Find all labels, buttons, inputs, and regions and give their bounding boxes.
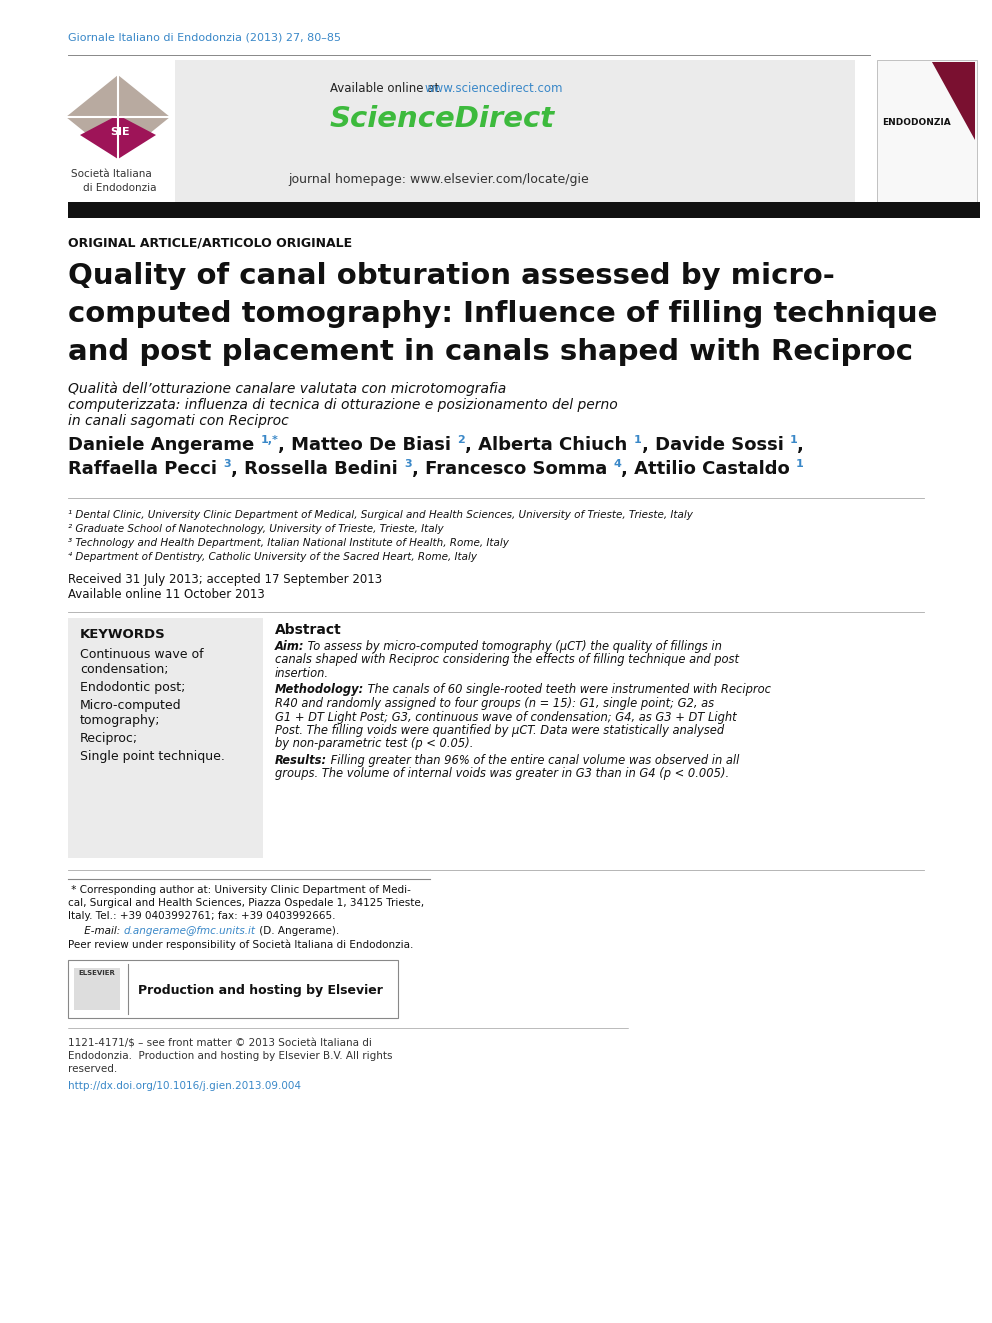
Text: Production and hosting by Elsevier: Production and hosting by Elsevier xyxy=(138,984,383,998)
Text: 4: 4 xyxy=(613,459,621,468)
Text: Abstract: Abstract xyxy=(275,623,342,636)
Text: KEYWORDS: KEYWORDS xyxy=(80,628,166,642)
Text: 1: 1 xyxy=(796,459,804,468)
Text: 3: 3 xyxy=(404,459,412,468)
Text: ⁴ Department of Dentistry, Catholic University of the Sacred Heart, Rome, Italy: ⁴ Department of Dentistry, Catholic Univ… xyxy=(68,552,477,562)
Text: 2: 2 xyxy=(457,435,465,445)
Text: ² Graduate School of Nanotechnology, University of Trieste, Trieste, Italy: ² Graduate School of Nanotechnology, Uni… xyxy=(68,524,443,534)
Text: ORIGINAL ARTICLE/ARTICOLO ORIGINALE: ORIGINAL ARTICLE/ARTICOLO ORIGINALE xyxy=(68,237,352,250)
FancyBboxPatch shape xyxy=(74,968,120,1009)
Text: reserved.: reserved. xyxy=(68,1064,117,1074)
Text: 3: 3 xyxy=(223,459,231,468)
Text: The canals of 60 single-rooted teeth were instrumented with Reciproc: The canals of 60 single-rooted teeth wer… xyxy=(364,684,771,696)
Text: G1 + DT Light Post; G3, continuous wave of condensation; G4, as G3 + DT Light: G1 + DT Light Post; G3, continuous wave … xyxy=(275,710,737,724)
Text: , Alberta Chiuch: , Alberta Chiuch xyxy=(465,437,634,454)
Text: , Attilio Castaldo: , Attilio Castaldo xyxy=(621,460,796,478)
Text: Methodology:: Methodology: xyxy=(275,684,364,696)
Text: cal, Surgical and Health Sciences, Piazza Ospedale 1, 34125 Trieste,: cal, Surgical and Health Sciences, Piazz… xyxy=(68,898,425,908)
Text: Qualità dell’otturazione canalare valutata con microtomografia: Qualità dell’otturazione canalare valuta… xyxy=(68,382,506,397)
Text: canals shaped with Reciproc considering the effects of filling technique and pos: canals shaped with Reciproc considering … xyxy=(275,654,739,667)
Text: di Endodonzia: di Endodonzia xyxy=(83,183,157,193)
Text: SIE: SIE xyxy=(110,127,130,138)
Text: Reciproc;: Reciproc; xyxy=(80,732,138,745)
Text: E-mail:: E-mail: xyxy=(68,926,123,935)
Polygon shape xyxy=(879,62,975,110)
Text: Micro-computed: Micro-computed xyxy=(80,699,182,712)
Text: tomography;: tomography; xyxy=(80,714,161,728)
Text: http://dx.doi.org/10.1016/j.gien.2013.09.004: http://dx.doi.org/10.1016/j.gien.2013.09… xyxy=(68,1081,301,1091)
Text: in canali sagomati con Reciproc: in canali sagomati con Reciproc xyxy=(68,414,289,429)
Text: Giornale Italiano di Endodonzia (2013) 27, 80–85: Giornale Italiano di Endodonzia (2013) 2… xyxy=(68,32,341,42)
Text: and post placement in canals shaped with Reciproc: and post placement in canals shaped with… xyxy=(68,337,913,366)
FancyBboxPatch shape xyxy=(68,960,398,1017)
Text: d.angerame@fmc.units.it: d.angerame@fmc.units.it xyxy=(123,926,256,935)
Text: R40 and randomly assigned to four groups (n = 15): G1, single point; G2, as: R40 and randomly assigned to four groups… xyxy=(275,697,714,710)
Text: Endodonzia.  Production and hosting by Elsevier B.V. All rights: Endodonzia. Production and hosting by El… xyxy=(68,1050,393,1061)
Text: , Rossella Bedini: , Rossella Bedini xyxy=(231,460,404,478)
Text: , Francesco Somma: , Francesco Somma xyxy=(412,460,613,478)
Text: Daniele Angerame: Daniele Angerame xyxy=(68,437,261,454)
Text: ELSEVIER: ELSEVIER xyxy=(78,970,115,976)
Text: condensation;: condensation; xyxy=(80,663,169,676)
FancyBboxPatch shape xyxy=(877,60,977,205)
FancyBboxPatch shape xyxy=(68,202,980,218)
FancyBboxPatch shape xyxy=(68,618,263,859)
Text: ScienceDirect: ScienceDirect xyxy=(330,105,556,134)
Text: (D. Angerame).: (D. Angerame). xyxy=(256,926,338,935)
Text: Peer review under responsibility of Società Italiana di Endodonzia.: Peer review under responsibility of Soci… xyxy=(68,941,414,950)
Text: , Matteo De Biasi: , Matteo De Biasi xyxy=(279,437,457,454)
FancyBboxPatch shape xyxy=(175,60,855,205)
Text: computerizzata: influenza di tecnica di otturazione e posizionamento del perno: computerizzata: influenza di tecnica di … xyxy=(68,398,618,411)
Text: 1121-4171/$ – see front matter © 2013 Società Italiana di: 1121-4171/$ – see front matter © 2013 So… xyxy=(68,1039,372,1048)
Text: ,: , xyxy=(798,437,805,454)
Text: 1: 1 xyxy=(634,435,642,445)
Text: Endodontic post;: Endodontic post; xyxy=(80,681,186,695)
Text: Continuous wave of: Continuous wave of xyxy=(80,648,203,662)
Text: , Davide Sossi: , Davide Sossi xyxy=(642,437,790,454)
Text: Italy. Tel.: +39 0403992761; fax: +39 0403992665.: Italy. Tel.: +39 0403992761; fax: +39 04… xyxy=(68,912,335,921)
Polygon shape xyxy=(932,62,975,140)
Polygon shape xyxy=(80,115,156,159)
Text: computed tomography: Influence of filling technique: computed tomography: Influence of fillin… xyxy=(68,300,937,328)
Text: Filling greater than 96% of the entire canal volume was observed in all: Filling greater than 96% of the entire c… xyxy=(327,754,739,767)
Text: ³ Technology and Health Department, Italian National Institute of Health, Rome, : ³ Technology and Health Department, Ital… xyxy=(68,538,509,548)
Text: Available online 11 October 2013: Available online 11 October 2013 xyxy=(68,587,265,601)
Text: by non-parametric test (p < 0.05).: by non-parametric test (p < 0.05). xyxy=(275,737,473,750)
Text: groups. The volume of internal voids was greater in G3 than in G4 (p < 0.005).: groups. The volume of internal voids was… xyxy=(275,767,729,781)
Text: 1: 1 xyxy=(790,435,798,445)
Text: ¹ Dental Clinic, University Clinic Department of Medical, Surgical and Health Sc: ¹ Dental Clinic, University Clinic Depar… xyxy=(68,509,692,520)
Text: Single point technique.: Single point technique. xyxy=(80,750,225,763)
Text: Aim:: Aim: xyxy=(275,640,305,654)
Text: ENDODONZIA: ENDODONZIA xyxy=(882,118,950,127)
Text: insertion.: insertion. xyxy=(275,667,329,680)
Text: journal homepage: www.elsevier.com/locate/gie: journal homepage: www.elsevier.com/locat… xyxy=(288,173,588,187)
Text: Raffaella Pecci: Raffaella Pecci xyxy=(68,460,223,478)
Text: www.sciencedirect.com: www.sciencedirect.com xyxy=(425,82,562,95)
Text: * Corresponding author at: University Clinic Department of Medi-: * Corresponding author at: University Cl… xyxy=(68,885,411,894)
Text: 1,*: 1,* xyxy=(261,435,279,445)
Text: Post. The filling voids were quantified by μCT. Data were statistically analysed: Post. The filling voids were quantified … xyxy=(275,724,724,737)
Text: To assess by micro-computed tomography (μCT) the quality of fillings in: To assess by micro-computed tomography (… xyxy=(305,640,722,654)
Text: Received 31 July 2013; accepted 17 September 2013: Received 31 July 2013; accepted 17 Septe… xyxy=(68,573,382,586)
Text: Quality of canal obturation assessed by micro-: Quality of canal obturation assessed by … xyxy=(68,262,835,290)
Polygon shape xyxy=(66,75,170,159)
Text: Results:: Results: xyxy=(275,754,327,767)
Text: Available online at: Available online at xyxy=(330,82,443,95)
Text: Società Italiana: Società Italiana xyxy=(71,169,152,179)
